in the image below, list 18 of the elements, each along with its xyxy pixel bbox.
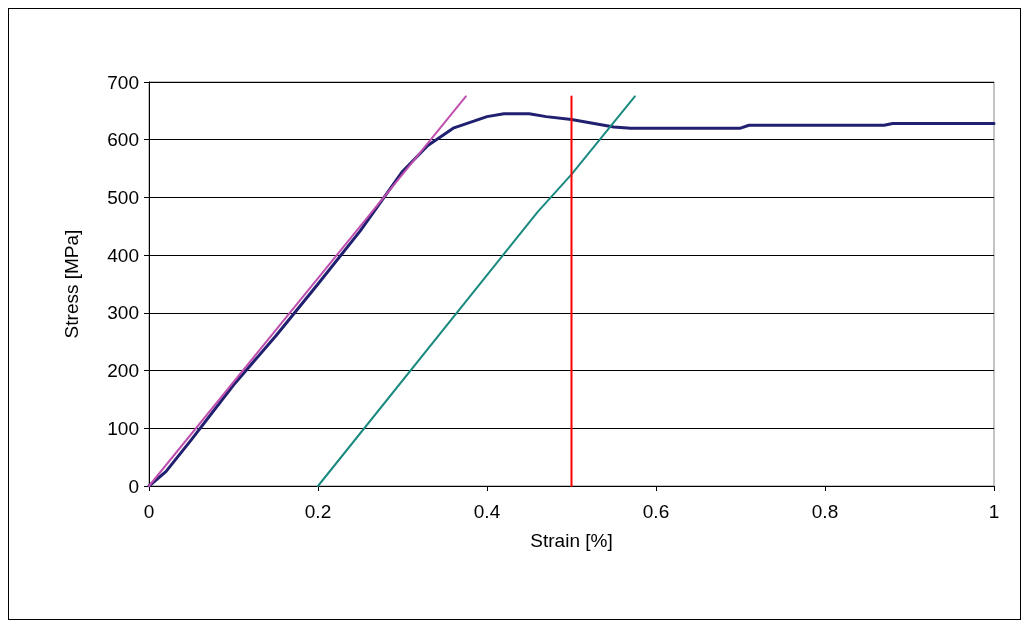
y-tick-label: 500	[107, 186, 139, 208]
x-tick-label: 0.8	[811, 501, 839, 522]
y-tick-label: 300	[107, 302, 139, 324]
y-tick-label: 0	[128, 475, 139, 497]
y-tick-label: 600	[107, 129, 139, 151]
y-tick-label: 200	[107, 360, 139, 382]
line-series	[147, 112, 996, 488]
x-axis-title: Strain [%]	[530, 530, 613, 551]
x-tick-label: 0.2	[304, 501, 332, 522]
y-tick-label: 700	[107, 71, 139, 93]
y-axis-title: Stress [MPa]	[61, 229, 82, 339]
x-tick-label: 1	[988, 501, 1000, 522]
line-series	[317, 95, 636, 487]
y-tick-label: 400	[107, 244, 139, 266]
y-tick-label: 100	[107, 417, 139, 439]
x-tick-label: 0.6	[642, 501, 670, 522]
x-tick-label: 0.4	[473, 501, 501, 522]
x-tick-label: 0	[143, 501, 155, 522]
